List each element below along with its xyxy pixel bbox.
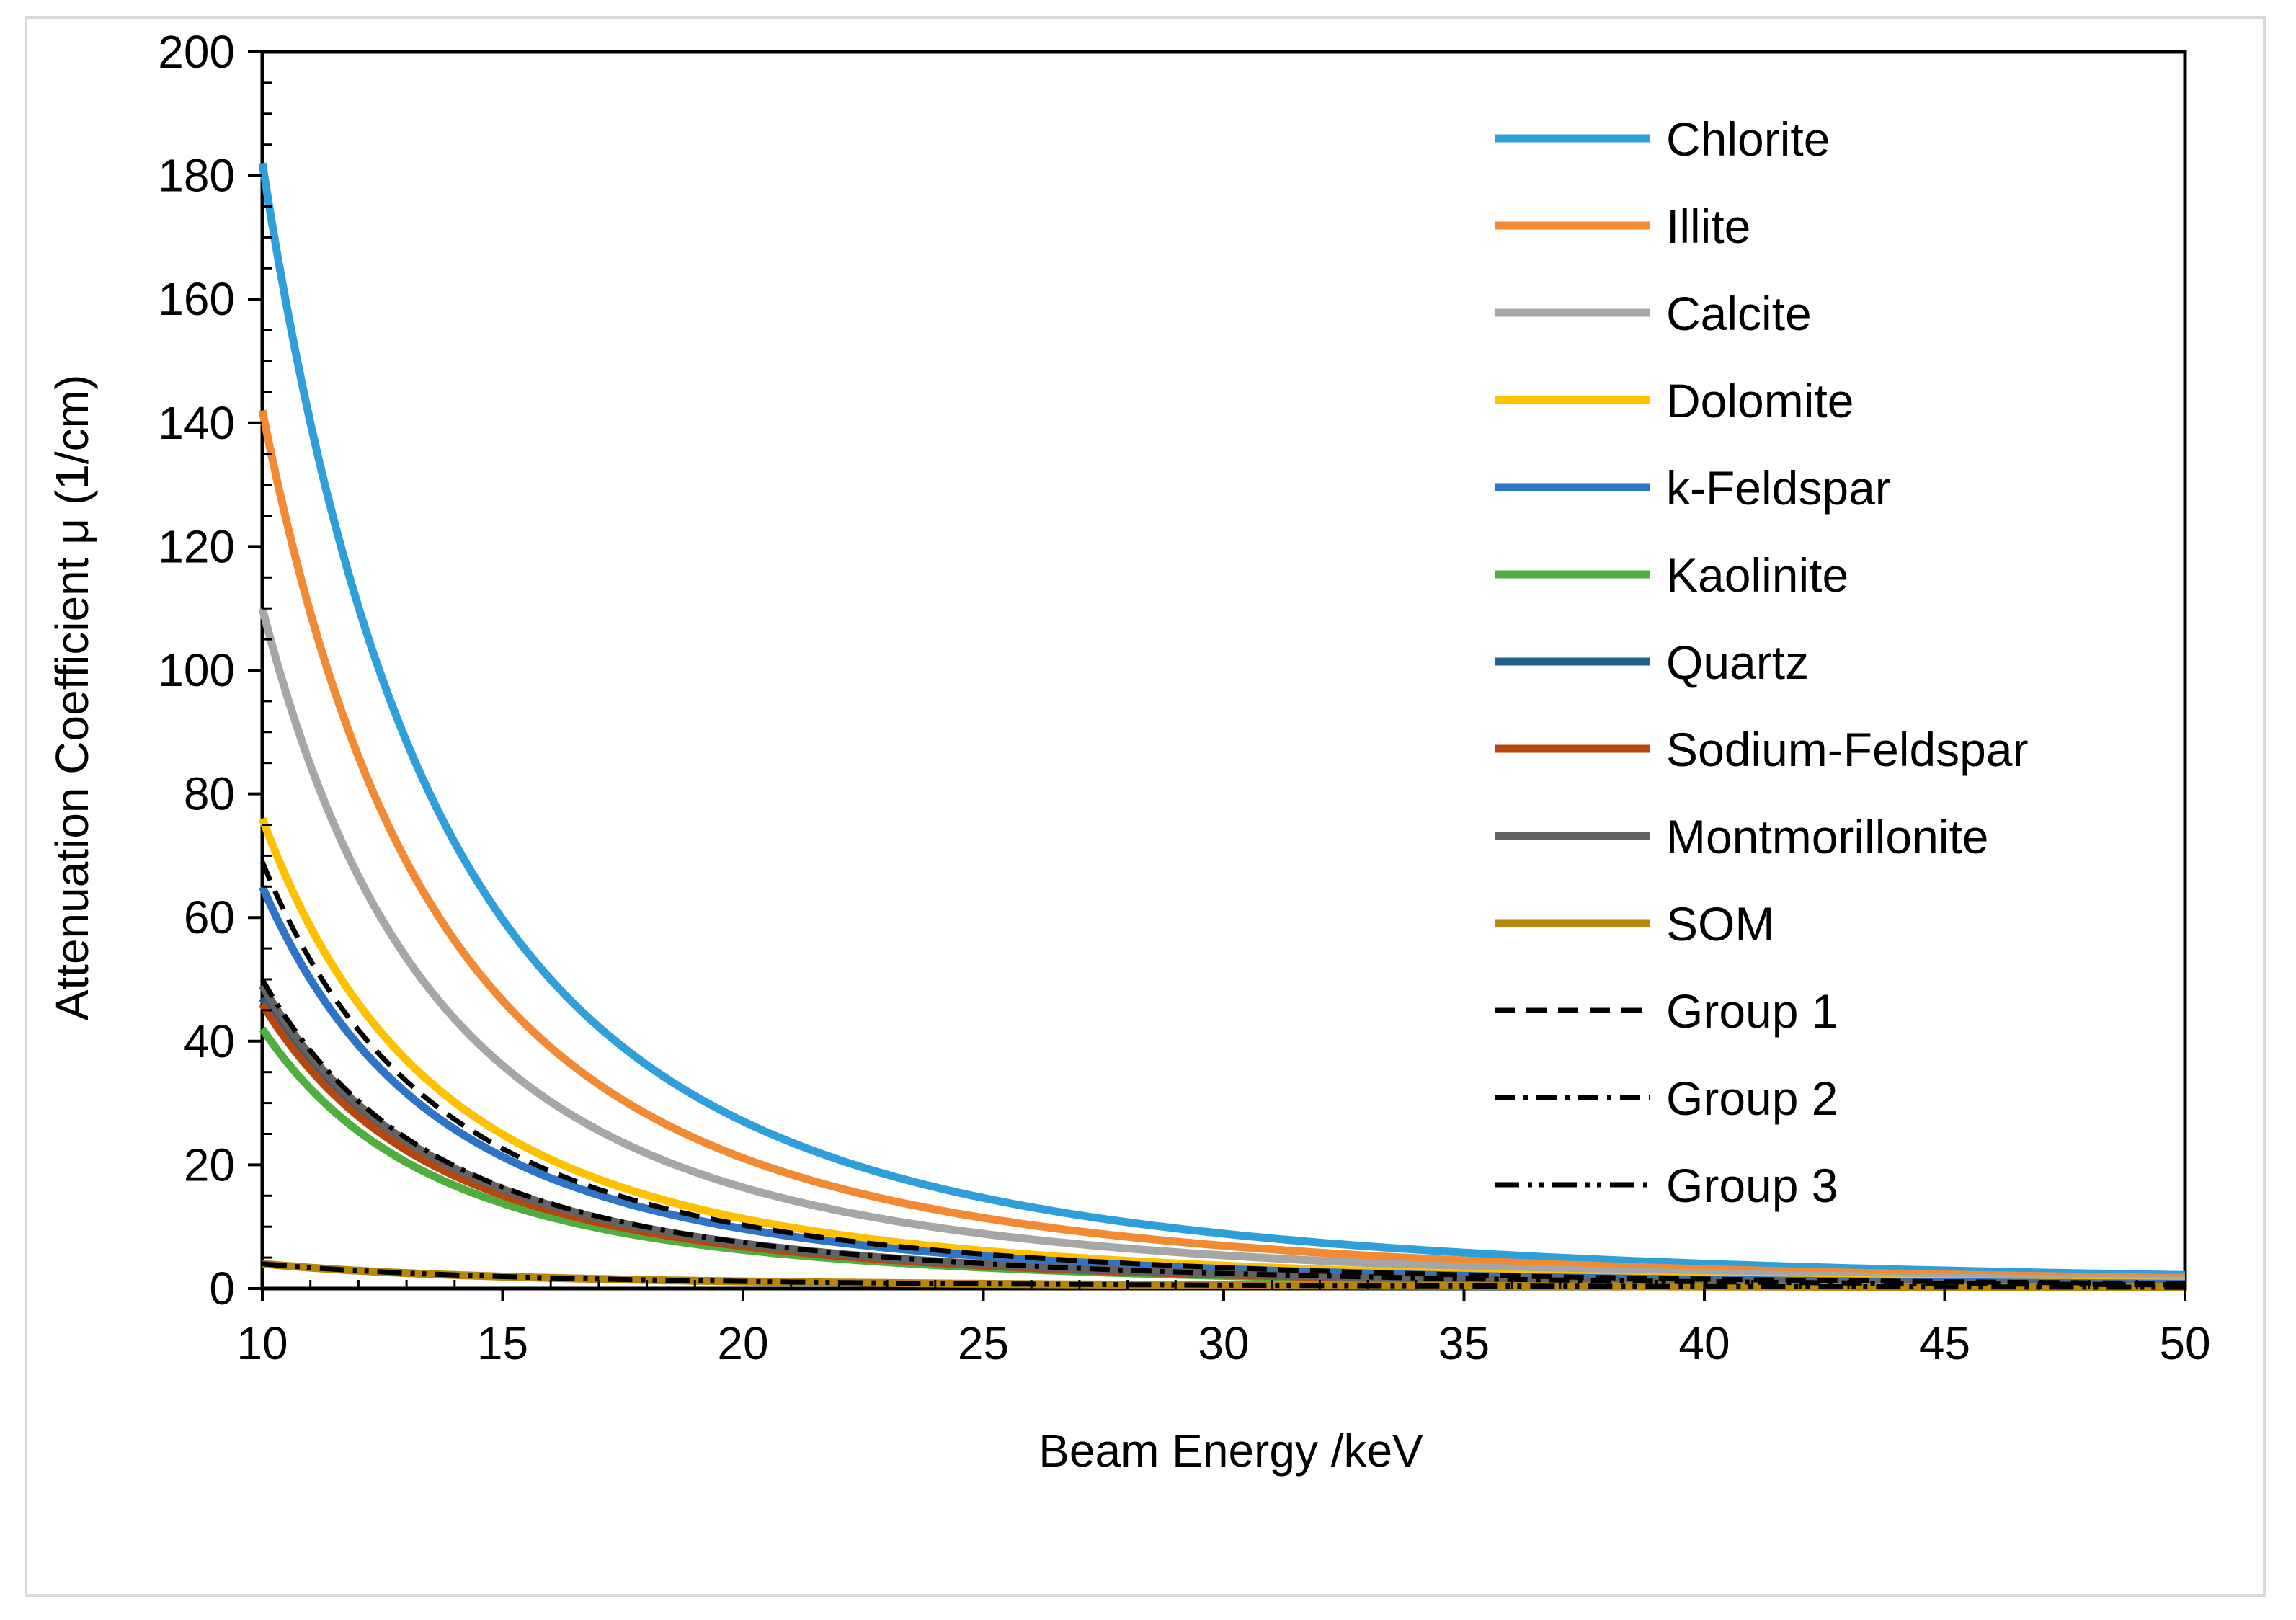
legend-label-10: SOM <box>1666 897 1774 951</box>
series-layer <box>258 162 2186 1291</box>
series-line-1 <box>258 162 2186 1279</box>
y-tick-label-8: 140 <box>158 397 235 449</box>
series-line-9 <box>259 983 2186 1289</box>
series-line-13 <box>262 1261 2185 1290</box>
x-tick-label-7: 40 <box>1678 1317 1730 1369</box>
series-line-11 <box>259 860 2185 1286</box>
legend-label-7: Quartz <box>1666 636 1809 689</box>
y-tick-label-6: 100 <box>158 644 235 696</box>
y-tick-label-11: 200 <box>158 26 235 78</box>
x-tick-label-6: 35 <box>1438 1317 1490 1369</box>
legend-label-6: Kaolinite <box>1666 548 1848 602</box>
y-axis-title: Attenuation Coefficient μ (1/cm) <box>46 375 98 1021</box>
series-line-12 <box>259 978 2186 1288</box>
y-tick-label-5: 80 <box>184 768 235 820</box>
legend-label-9: Montmorillonite <box>1666 810 1989 863</box>
y-tick-label-1: 0 <box>209 1263 235 1314</box>
legend-label-1: Chlorite <box>1666 112 1830 166</box>
x-tick-label-5: 30 <box>1198 1317 1249 1369</box>
legend: Chlorite Illite Calcite Dolomite k-Feldspar K… <box>1495 112 2029 1212</box>
x-tick-label-3: 20 <box>717 1317 768 1369</box>
series-line-5 <box>258 885 2185 1288</box>
axes-layer: 10 15 20 25 30 35 40 45 50 0 20 40 60 80 100 120 140 160 1… <box>158 26 2210 1369</box>
legend-label-5: k-Feldspar <box>1666 461 1891 515</box>
y-tick-label-4: 60 <box>184 891 235 943</box>
legend-label-2: Illite <box>1666 200 1750 253</box>
x-tick-label-4: 25 <box>958 1317 1009 1369</box>
y-tick-label-10: 180 <box>158 150 235 202</box>
legend-label-4: Dolomite <box>1666 374 1854 427</box>
legend-label-3: Calcite <box>1666 287 1812 340</box>
x-tick-label-1: 10 <box>236 1317 288 1369</box>
legend-label-13: Group 3 <box>1666 1159 1838 1212</box>
legend-label-8: Sodium-Feldspar <box>1666 723 2029 776</box>
y-tick-label-7: 120 <box>158 520 235 572</box>
legend-label-11: Group 1 <box>1666 984 1838 1038</box>
y-tick-label-3: 40 <box>184 1015 235 1067</box>
x-tick-label-9: 50 <box>2159 1317 2210 1369</box>
y-tick-label-2: 20 <box>184 1139 235 1190</box>
chart-frame <box>25 16 2266 1597</box>
y-tick-label-9: 160 <box>158 273 235 325</box>
legend-label-12: Group 2 <box>1666 1072 1838 1125</box>
x-tick-label-2: 15 <box>477 1317 528 1369</box>
x-axis-title: Beam Energy /keV <box>1038 1425 1423 1477</box>
x-tick-label-8: 45 <box>1919 1317 1970 1369</box>
